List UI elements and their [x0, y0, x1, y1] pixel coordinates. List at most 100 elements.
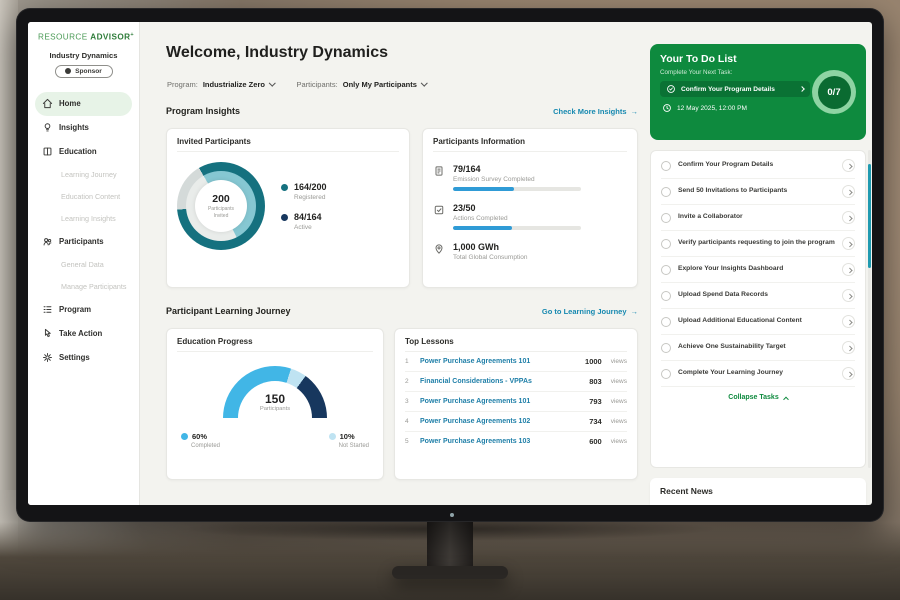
education-gauge-chart: 150 Participants: [223, 366, 327, 418]
chevron-right-button[interactable]: [842, 367, 855, 380]
sidebar-item-education-content[interactable]: Education Content: [35, 186, 132, 208]
home-icon: [42, 98, 53, 109]
task-row-invite-collaborator[interactable]: Invite a Collaborator: [661, 205, 855, 231]
gauge-mask: [223, 418, 327, 470]
participants-filter: Participants: Only My Participants: [296, 80, 426, 89]
sidebar-item-learning-journey[interactable]: Learning Journey: [35, 164, 132, 186]
program-filter-select[interactable]: Industrialize Zero: [203, 80, 275, 89]
sidebar-item-general-data[interactable]: General Data: [35, 254, 132, 276]
task-row-confirm-program[interactable]: Confirm Your Program Details: [661, 153, 855, 179]
sidebar-item-program[interactable]: Program: [35, 298, 132, 322]
chevron-right-button[interactable]: [842, 263, 855, 276]
top-lessons-card: Top Lessons 1 Power Purchase Agreements …: [394, 328, 638, 480]
navy-dot-icon: [281, 214, 288, 221]
legend-item-completed: 60% Completed: [181, 432, 220, 449]
chevron-right-icon: [847, 242, 852, 247]
chevron-right-button[interactable]: [842, 211, 855, 224]
chevron-right-button[interactable]: [842, 185, 855, 198]
org-name: Industry Dynamics: [28, 51, 139, 60]
donut-ring-active: 200 Participants Invited: [186, 171, 256, 241]
actions-progress-bar: [453, 226, 581, 230]
invited-donut-chart: 200 Participants Invited 164/200 Registe…: [177, 162, 399, 250]
lesson-link[interactable]: Power Purchase Agreements 101: [420, 358, 578, 365]
gauge-center: 150 Participants: [223, 392, 327, 412]
monitor-stand-base: [392, 566, 508, 579]
checkbox[interactable]: [661, 265, 671, 275]
sidebar-item-manage-participants[interactable]: Manage Participants: [35, 276, 132, 298]
next-task-row[interactable]: Confirm Your Program Details: [660, 81, 810, 97]
invited-participants-card: Invited Participants 200 Participants In…: [166, 128, 410, 288]
legend-item-active: 84/164 Active: [281, 212, 327, 231]
brand-resource: RESOURCE: [38, 33, 88, 42]
sidebar-item-home[interactable]: Home: [35, 92, 132, 116]
donut-ring-registered: 200 Participants Invited: [177, 162, 265, 250]
clock-icon: [662, 103, 672, 113]
task-row-send-invitations[interactable]: Send 50 Invitations to Participants: [661, 179, 855, 205]
checkbox[interactable]: [661, 317, 671, 327]
legend-item-registered: 164/200 Registered: [281, 182, 327, 201]
sidebar-item-learning-insights[interactable]: Learning Insights: [35, 208, 132, 230]
education-progress-title: Education Progress: [177, 337, 373, 352]
sidebar-item-education[interactable]: Education: [35, 140, 132, 164]
chevron-right-button[interactable]: [842, 159, 855, 172]
chevron-down-icon: [269, 80, 275, 86]
participants-filter-select[interactable]: Only My Participants: [343, 80, 427, 89]
task-row-complete-learning-journey[interactable]: Complete Your Learning Journey: [661, 361, 855, 387]
lesson-link[interactable]: Financial Considerations - VPPAs: [420, 378, 582, 385]
chevron-right-button[interactable]: [842, 341, 855, 354]
checkbox[interactable]: [661, 187, 671, 197]
task-row-upload-spend-data[interactable]: Upload Spend Data Records: [661, 283, 855, 309]
checkbox[interactable]: [661, 161, 671, 171]
participants-filter-label: Participants:: [296, 80, 337, 89]
location-pin-icon: [433, 243, 445, 255]
task-row-upload-educational-content[interactable]: Upload Additional Educational Content: [661, 309, 855, 335]
chevron-right-button[interactable]: [842, 289, 855, 302]
participants-information-title: Participants Information: [433, 137, 627, 152]
checkbox[interactable]: [661, 369, 671, 379]
sidebar-item-insights[interactable]: Insights: [35, 116, 132, 140]
emission-progress-bar: [453, 187, 581, 191]
todo-summary-card: Your To Do List Complete Your Next Task:…: [650, 44, 866, 140]
app-logo: RESOURCE ADVISOR+: [28, 22, 139, 42]
checkbox[interactable]: [661, 343, 671, 353]
program-filter: Program: Industrialize Zero: [167, 80, 274, 89]
task-row-verify-participants[interactable]: Verify participants requesting to join t…: [661, 231, 855, 257]
scrollbar-thumb[interactable]: [868, 164, 871, 268]
collapse-tasks-button[interactable]: Collapse Tasks: [661, 387, 855, 406]
task-row-achieve-target[interactable]: Achieve One Sustainability Target: [661, 335, 855, 361]
checkbox[interactable]: [661, 239, 671, 249]
top-lessons-title: Top Lessons: [405, 337, 627, 352]
lesson-link[interactable]: Power Purchase Agreements 101: [420, 398, 582, 405]
sidebar-item-settings[interactable]: Settings: [35, 346, 132, 370]
education-progress-card: Education Progress 150 Participants 60% …: [166, 328, 384, 480]
dashboard-screen: RESOURCE ADVISOR+ Industry Dynamics Spon…: [28, 22, 872, 505]
chevron-right-icon: [847, 320, 852, 325]
task-row-explore-insights[interactable]: Explore Your Insights Dashboard: [661, 257, 855, 283]
lesson-row: 5 Power Purchase Agreements 103 600views: [405, 432, 627, 451]
program-insights-header: Program Insights Check More Insights→: [166, 106, 638, 116]
gear-icon: [42, 352, 53, 363]
go-to-learning-journey-link[interactable]: Go to Learning Journey→: [542, 307, 638, 316]
recent-news-card[interactable]: Recent News: [650, 478, 866, 505]
cursor-action-icon: [42, 328, 53, 339]
checkbox[interactable]: [661, 213, 671, 223]
donut-center-value: 200: [212, 193, 230, 205]
chevron-right-icon: [847, 294, 852, 299]
chevron-right-button[interactable]: [842, 315, 855, 328]
learning-journey-title: Participant Learning Journey: [166, 306, 291, 316]
sponsor-icon: [65, 68, 71, 74]
sponsor-label: Sponsor: [75, 68, 102, 75]
check-square-icon: [433, 204, 445, 216]
lesson-link[interactable]: Power Purchase Agreements 102: [420, 418, 582, 425]
sponsor-badge[interactable]: Sponsor: [55, 65, 113, 78]
chevron-right-button[interactable]: [842, 237, 855, 250]
checkbox[interactable]: [661, 291, 671, 301]
people-icon: [42, 236, 53, 247]
lesson-link[interactable]: Power Purchase Agreements 103: [420, 438, 582, 445]
todo-title: Your To Do List: [660, 53, 856, 65]
chevron-right-icon: [847, 372, 852, 377]
todo-progress-ring: 0/7: [812, 70, 856, 114]
sidebar-item-take-action[interactable]: Take Action: [35, 322, 132, 346]
sidebar-item-participants[interactable]: Participants: [35, 230, 132, 254]
check-more-insights-link[interactable]: Check More Insights→: [553, 107, 638, 116]
